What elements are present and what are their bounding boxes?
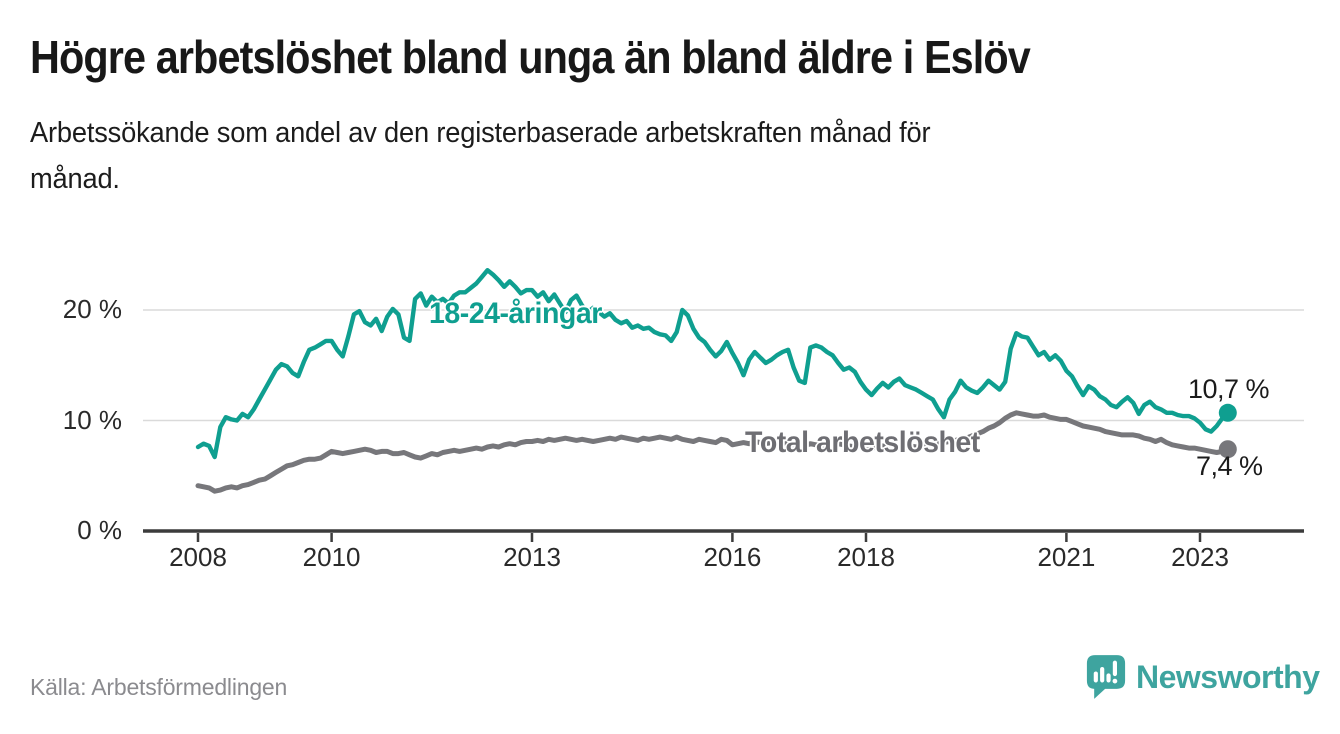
series-line-total (195, 410, 1231, 494)
y-tick-label-10: 10 % (62, 404, 122, 435)
x-tick-label-2010: 2010 (302, 542, 361, 572)
series-end-dot-total (1218, 440, 1237, 459)
series-label-young: 18-24-åringar (429, 297, 602, 330)
end-value-label-young: 10,7 % (1188, 374, 1270, 404)
source-attribution: Källa: Arbetsförmedlingen (30, 674, 288, 700)
y-tick-label-0: 0 % (77, 515, 122, 545)
y-tick-label-20: 20 % (62, 294, 122, 324)
chart-subtitle-line1: Arbetssökande som andel av den registerb… (30, 117, 931, 149)
x-tick-label-2018: 2018 (837, 542, 895, 572)
x-tick-label-2023: 2023 (1171, 542, 1229, 572)
x-tick-label-2008: 2008 (169, 542, 227, 572)
series-end-dot-young (1218, 403, 1237, 422)
series-label-total: Total arbetslöshet (745, 426, 980, 459)
page-title: Högre arbetslöshet bland unga än bland ä… (30, 31, 1031, 83)
x-tick-label-2021: 2021 (1037, 542, 1096, 572)
newsworthy-logo-text: Newsworthy (1136, 658, 1320, 695)
x-tick-label-2013: 2013 (503, 542, 561, 572)
chart-subtitle-line2: månad. (30, 163, 120, 195)
x-tick-label-2016: 2016 (703, 542, 762, 572)
end-value-label-total: 7,4 % (1196, 451, 1263, 481)
newsworthy-logo: Newsworthy (1086, 654, 1320, 700)
newsworthy-logo-icon (1086, 655, 1126, 699)
series-line-young (195, 268, 1231, 460)
